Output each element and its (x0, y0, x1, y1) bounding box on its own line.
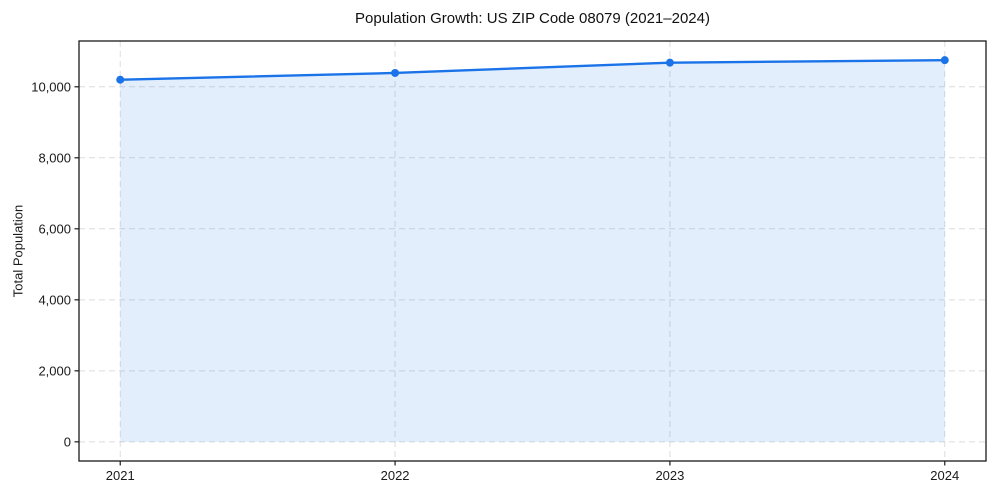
axes-spines (78, 40, 987, 462)
x-tick-label-1: 2022 (381, 468, 410, 483)
data-point-2021 (116, 75, 125, 84)
x-tick-label-0: 2021 (106, 468, 135, 483)
x-tick-label-2: 2023 (655, 468, 684, 483)
data-point-2024 (940, 56, 949, 65)
y-tick-label-5: 10,000 (31, 79, 71, 94)
series-line (119, 58, 946, 81)
y-tick-label-4: 8,000 (38, 150, 71, 165)
x-tick-label-3: 2024 (930, 468, 959, 483)
y-tick-label-1: 2,000 (38, 363, 71, 378)
data-point-2023 (665, 58, 674, 67)
y-tick-label-0: 0 (64, 434, 71, 449)
data-point-2022 (391, 68, 400, 77)
chart-title: Population Growth: US ZIP Code 08079 (20… (355, 10, 710, 27)
y-tick-label-2: 4,000 (38, 292, 71, 307)
y-tick-label-3: 6,000 (38, 221, 71, 236)
series-area-fill (120, 60, 945, 442)
plot-background (79, 41, 986, 461)
